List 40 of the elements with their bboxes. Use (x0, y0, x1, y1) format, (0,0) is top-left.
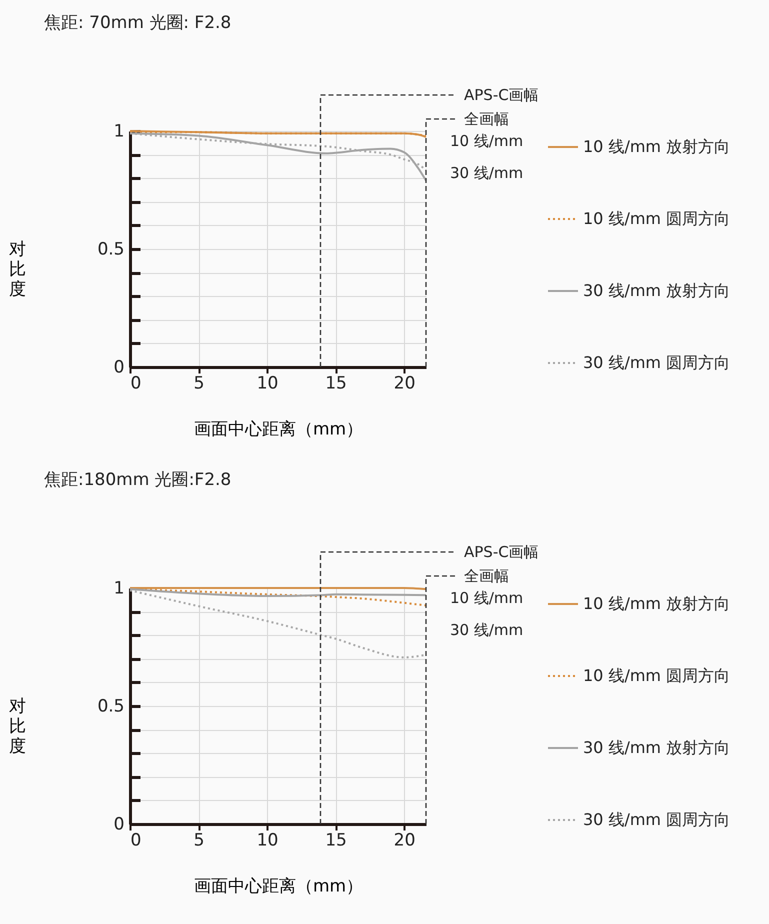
line-series (129, 132, 427, 182)
x-tick-label: 15 (325, 374, 347, 394)
x-tick-label: 5 (194, 830, 204, 850)
y-tick-label: 1 (114, 122, 124, 142)
legend-label: 30 线/mm 圆周方向 (583, 810, 730, 829)
x-tick-label: 20 (394, 830, 416, 850)
legend-label: 30 线/mm 放射方向 (583, 281, 730, 300)
legend-label: 10 线/mm 圆周方向 (583, 666, 730, 685)
x-tick-label: 10 (256, 374, 278, 394)
y-tick-label: 0.5 (97, 696, 124, 716)
x-tick-label: 20 (394, 374, 416, 394)
line-series (129, 588, 427, 606)
legend-label: 10 线/mm 放射方向 (583, 594, 730, 613)
y-axis-title: 对比度 (8, 696, 26, 756)
text: 30 线/mm (450, 621, 524, 639)
ref-line-label: 全画幅 (464, 567, 509, 585)
x-axis-title: 画面中心距离（mm） (194, 876, 364, 896)
x-tick-label: 10 (256, 830, 278, 850)
chart-title: 焦距: 70mm 光圈: F2.8 (44, 13, 232, 33)
legend-label: 10 线/mm 放射方向 (583, 137, 730, 156)
ref-line-label: APS-C画幅 (464, 543, 539, 561)
y-tick-label: 0.5 (97, 240, 124, 260)
x-tick-label: 5 (194, 374, 204, 394)
chart-title: 焦距:180mm 光圈:F2.8 (44, 470, 232, 490)
ref-line-label: 全画幅 (464, 110, 509, 128)
legend-label: 30 线/mm 放射方向 (583, 738, 730, 757)
y-tick-label: 0 (114, 358, 124, 378)
ref-line-label: APS-C画幅 (464, 86, 539, 104)
x-tick-label: 15 (325, 830, 347, 850)
y-axis-title: 对比度 (8, 240, 26, 300)
text: 30 线/mm (450, 164, 524, 182)
text: 10 线/mm (450, 132, 524, 150)
x-axis-title: 画面中心距离（mm） (194, 420, 364, 440)
y-tick-label: 0 (114, 814, 124, 834)
x-tick-label: 0 (130, 830, 142, 850)
y-tick-label: 1 (114, 578, 124, 598)
text: 10 线/mm (450, 589, 524, 607)
legend-label: 30 线/mm 圆周方向 (583, 353, 730, 372)
legend-label: 10 线/mm 圆周方向 (583, 209, 730, 228)
x-tick-label: 0 (130, 374, 142, 394)
